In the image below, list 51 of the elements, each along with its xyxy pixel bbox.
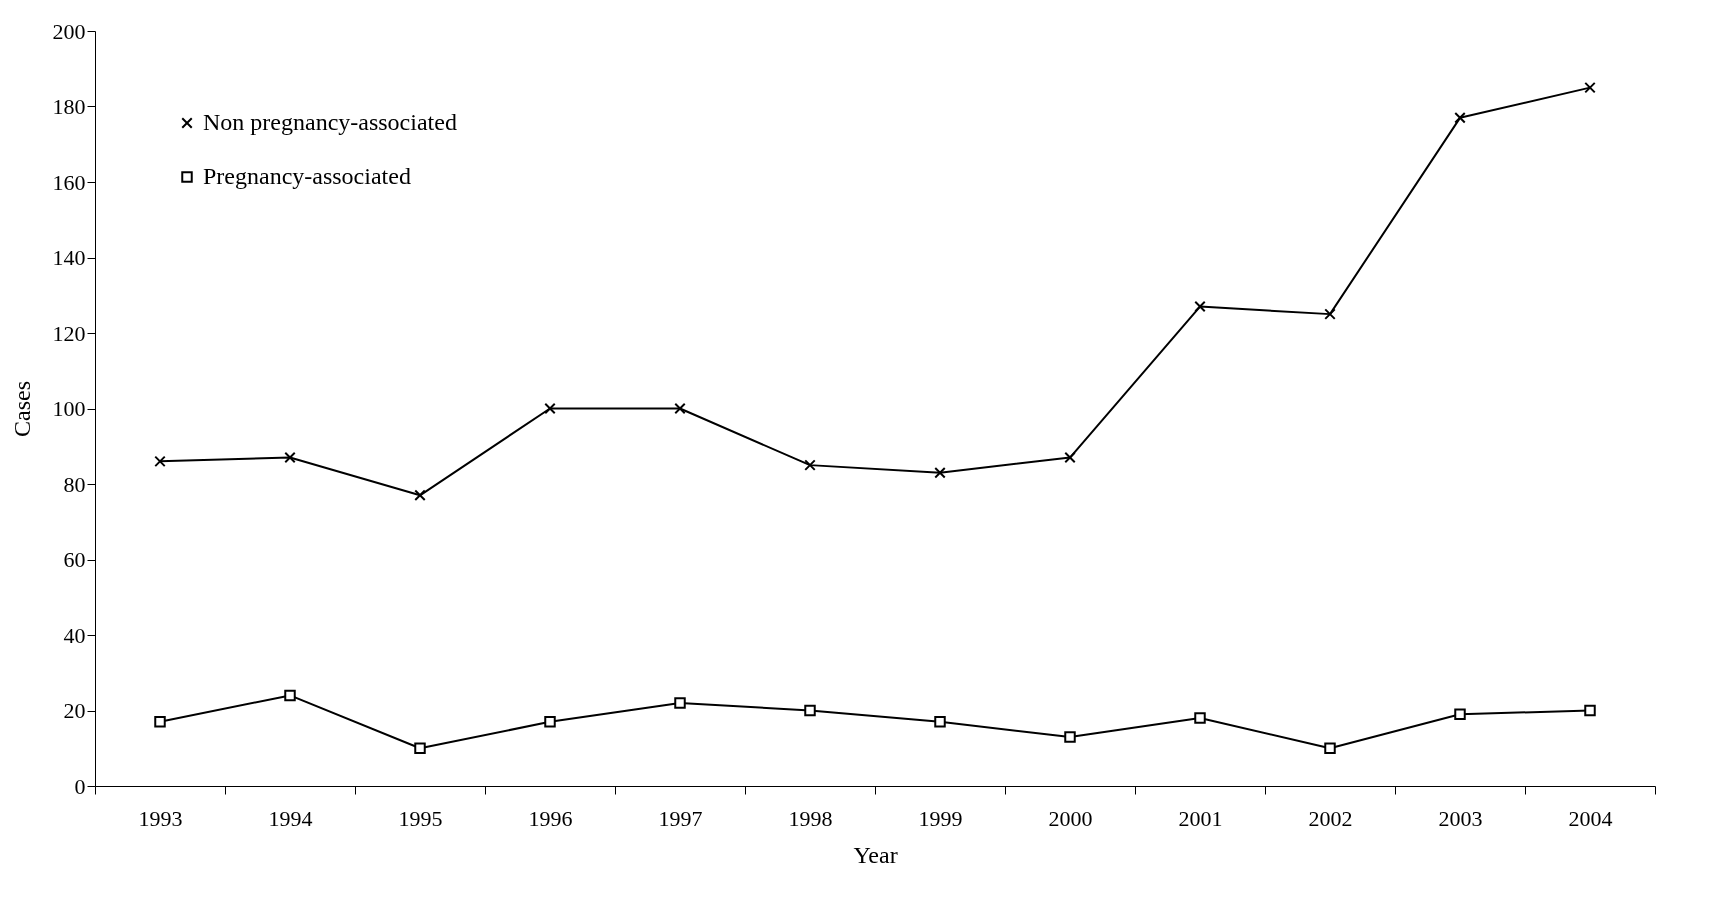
x-tick-label: 2003 <box>1438 805 1483 831</box>
x-tick-label: 1998 <box>788 805 833 831</box>
y-tick-label: 40 <box>63 622 86 648</box>
legend-label: Pregnancy-associated <box>203 163 411 189</box>
x-tick-label: 2000 <box>1048 805 1093 831</box>
x-tick-label: 1996 <box>528 805 573 831</box>
x-tick-label: 2002 <box>1308 805 1353 831</box>
y-tick-label: 100 <box>52 396 86 421</box>
x-tick-label: 1993 <box>138 805 183 831</box>
point <box>544 716 556 728</box>
point <box>804 459 816 471</box>
point <box>1194 712 1206 724</box>
point <box>1064 451 1076 464</box>
point <box>414 742 426 754</box>
point <box>1454 708 1466 721</box>
point <box>934 716 946 728</box>
y-tick-label: 20 <box>63 698 86 723</box>
point <box>414 489 426 502</box>
x-axis-title: Year <box>853 841 898 868</box>
point <box>284 689 296 702</box>
point <box>154 716 166 728</box>
y-tick-label: 80 <box>63 471 86 497</box>
point <box>1324 308 1336 320</box>
y-tick-label: 0 <box>74 773 86 799</box>
point <box>154 455 166 468</box>
point <box>1584 704 1596 717</box>
x-tick-label: 1994 <box>268 805 313 831</box>
y-tick-label: 120 <box>52 320 86 346</box>
x-tick-label: 1997 <box>658 805 703 831</box>
x-tick-label: 2004 <box>1568 805 1613 831</box>
point <box>1454 112 1466 124</box>
y-tick-label: 140 <box>52 245 86 270</box>
x-tick-label: 1999 <box>918 805 963 831</box>
point <box>1324 742 1336 754</box>
y-tick-label: 200 <box>52 18 86 44</box>
y-tick-label: 160 <box>52 169 86 195</box>
point <box>1194 300 1206 313</box>
point <box>544 402 556 415</box>
point <box>674 697 686 709</box>
point <box>804 704 816 717</box>
y-tick-label: 180 <box>52 94 86 119</box>
point <box>1584 81 1596 94</box>
y-tick-label: 60 <box>63 547 86 572</box>
point <box>934 466 946 479</box>
legend-label: Non pregnancy-associated <box>203 109 457 135</box>
x-tick-label: 1995 <box>398 805 443 831</box>
x-tick-label: 2001 <box>1178 805 1223 831</box>
point <box>1064 731 1076 743</box>
point <box>284 451 296 464</box>
point <box>674 402 686 415</box>
y-axis-title: Cases <box>8 381 35 437</box>
